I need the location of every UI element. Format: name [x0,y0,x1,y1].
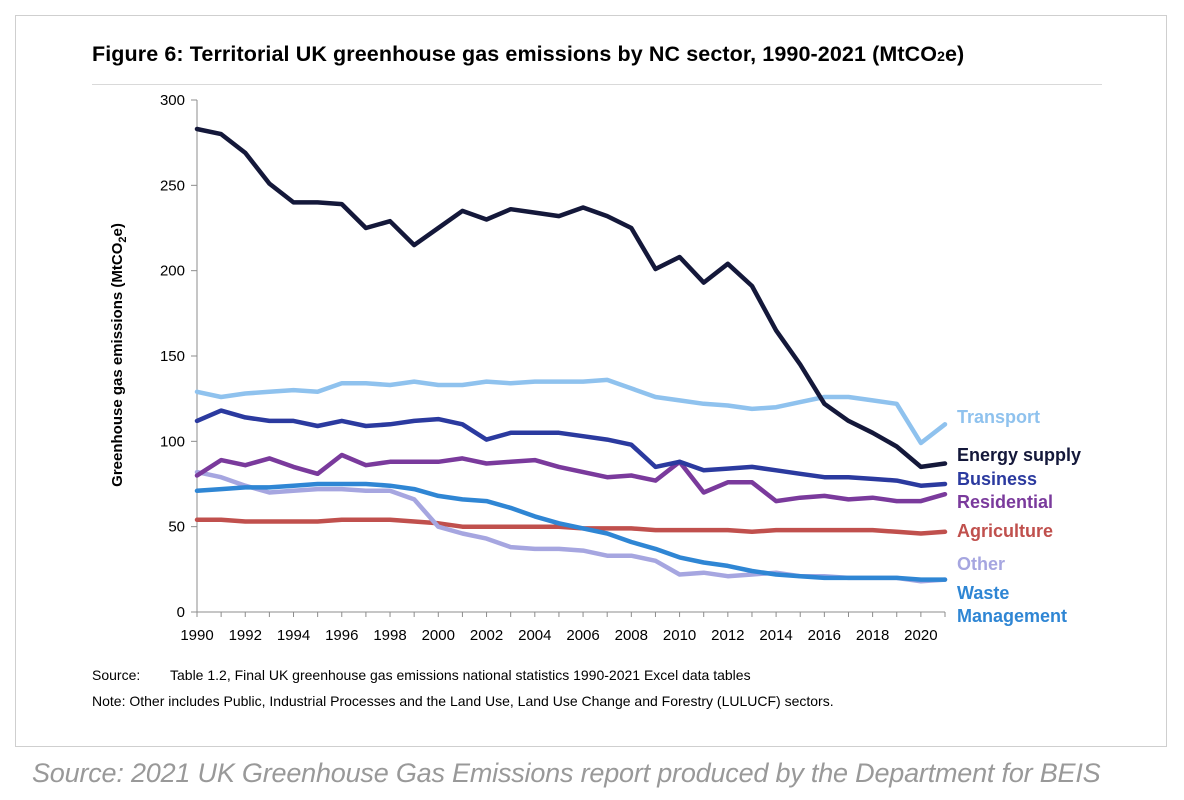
x-tick-label: 1996 [325,627,358,644]
y-tick-label: 200 [160,263,185,280]
title-divider [92,84,1102,85]
series-label-business: Business [957,469,1037,489]
y-tick-label: 300 [160,92,185,109]
x-tick-label: 2010 [663,627,696,644]
y-axis-label: Greenhouse gas emissions (MtCO2e) [109,223,129,487]
y-tick-label: 100 [160,433,185,450]
x-tick-label: 2006 [566,627,599,644]
x-tick-label: 1994 [277,627,310,644]
series-lines [194,126,948,584]
series-label-energy-supply: Energy supply [957,445,1081,465]
y-tick-label: 150 [160,348,185,365]
axes: 0 50 100 150 200 250 300 1990 1992 1994 1996 1998 20… [160,92,946,644]
series-line-waste-management [194,481,948,582]
attribution-caption: Source: 2021 UK Greenhouse Gas Emissions… [32,758,1101,788]
x-tick-label: 2004 [518,627,551,644]
x-tick-label: 2008 [615,627,648,644]
x-tick-label: 2000 [422,627,455,644]
series-line-business [194,408,948,488]
y-tick-label: 0 [177,604,185,621]
series-line-residential [194,452,948,504]
x-tick-label: 1990 [180,627,213,644]
x-tick-label: 1998 [373,627,406,644]
series-label-waste-management: Waste Management [957,583,1067,626]
series-label-agriculture: Agriculture [957,521,1053,541]
x-tick-label: 2014 [759,627,792,644]
x-tick-label: 2018 [856,627,889,644]
x-tick-label: 2002 [470,627,503,644]
y-tick-label: 250 [160,177,185,194]
x-tick-label: 2020 [904,627,937,644]
series-line-energy-supply [194,126,948,470]
x-tick-label: 1992 [229,627,262,644]
x-tick-label: 2016 [808,627,841,644]
chart-title: Figure 6: Territorial UK greenhouse gas … [92,42,965,66]
x-tick-label: 2012 [711,627,744,644]
source-line: Source: Table 1.2, Final UK greenhouse ga… [92,667,751,683]
series-labels: Energy supply Transport Business Residentia… [957,407,1081,626]
series-label-residential: Residential [957,492,1053,512]
y-tick-label: 50 [168,519,185,536]
note-line: Note: Other includes Public, Industrial … [92,693,834,709]
series-label-other: Other [957,554,1005,574]
series-label-transport: Transport [957,407,1040,427]
